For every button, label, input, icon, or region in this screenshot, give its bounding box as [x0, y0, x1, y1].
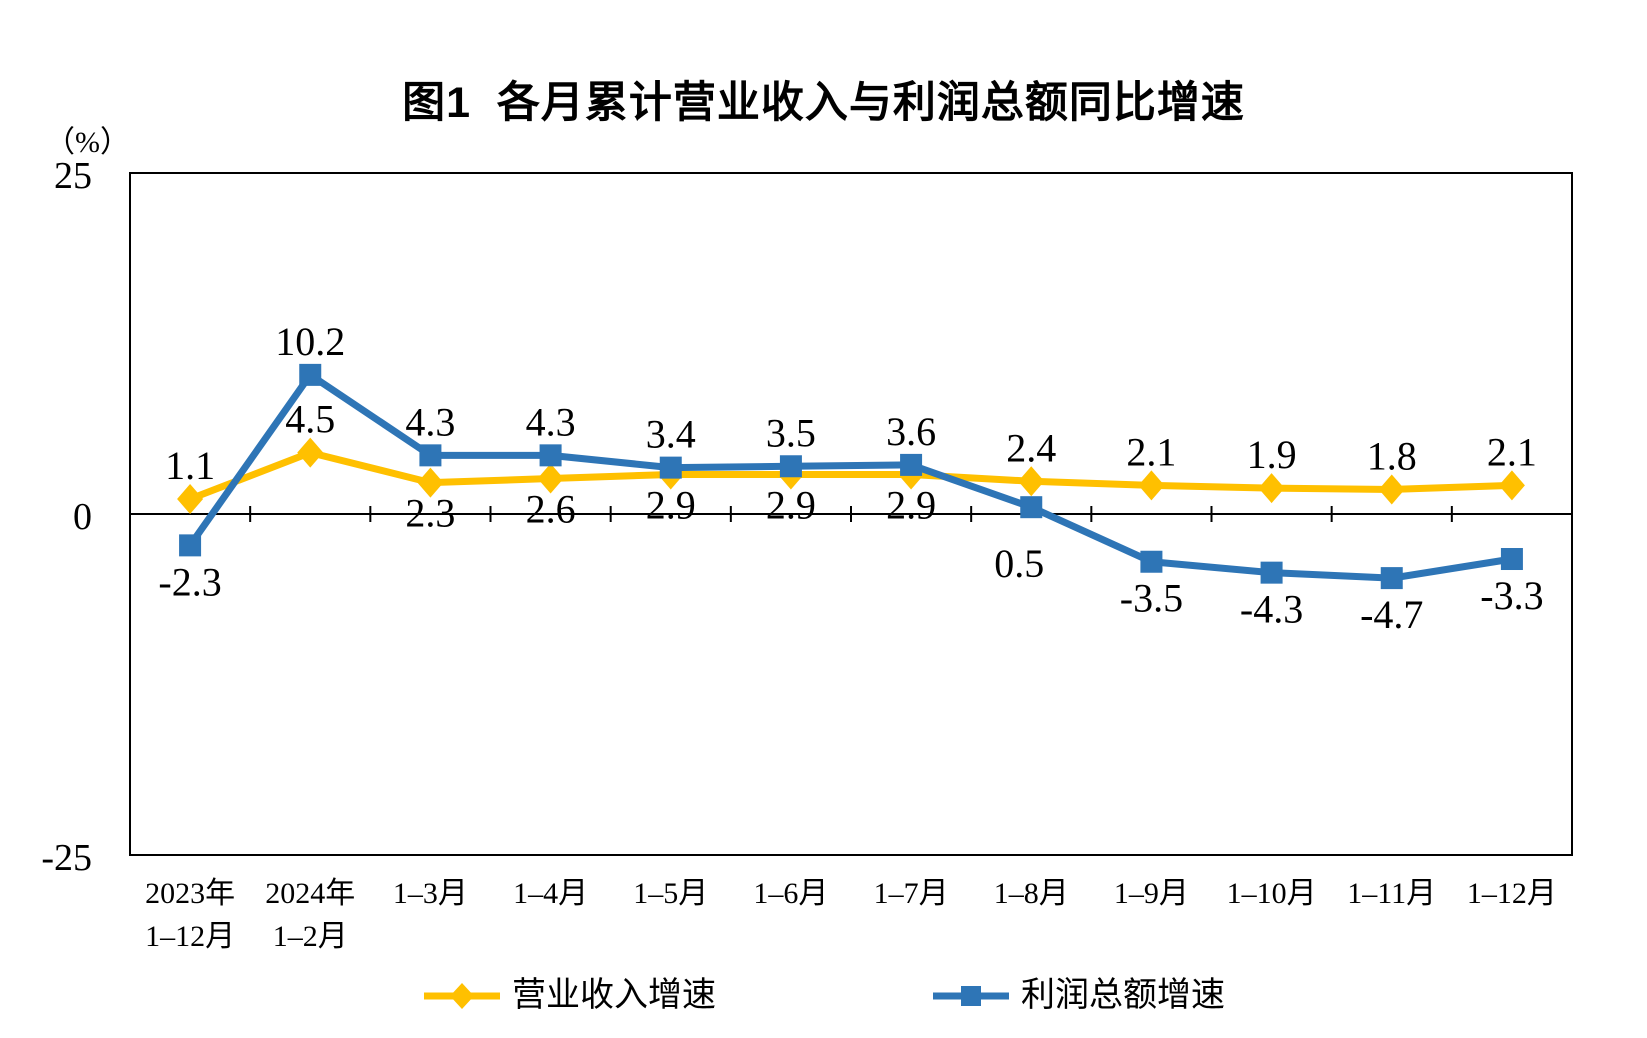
data-label: 2.1	[1126, 429, 1176, 474]
data-label: 1.1	[165, 443, 215, 488]
data-label: 2.1	[1487, 429, 1537, 474]
legend-label-profit: 利润总额增速	[1021, 977, 1225, 1014]
x-tick-label: 1–12月	[145, 920, 235, 953]
x-tick-label: 1–7月	[874, 877, 949, 910]
series-0-marker	[1378, 474, 1405, 505]
legend-label-revenue: 营业收入增速	[512, 977, 716, 1014]
data-label: 3.4	[646, 412, 696, 457]
data-label: -4.7	[1360, 592, 1423, 637]
series-1-marker	[779, 455, 802, 478]
x-tick-label: 2024年	[265, 877, 355, 910]
data-label: 2.3	[405, 491, 455, 536]
x-tick-label: 1–12月	[1467, 877, 1557, 910]
data-label: -2.3	[158, 559, 221, 604]
series-line-0	[188, 449, 1513, 503]
series-1-marker	[900, 453, 923, 476]
revenue-series-marker-icon	[424, 983, 500, 1009]
series-1-marker	[299, 363, 322, 386]
data-label: 2.9	[886, 482, 936, 527]
data-label: 4.5	[285, 397, 335, 442]
x-tick-label: 1–10月	[1227, 877, 1317, 910]
series-1-marker	[1260, 561, 1283, 584]
series-0-marker	[1138, 470, 1165, 501]
chart-title: 图1 各月累计营业收入与利润总额同比增速	[402, 79, 1245, 127]
series-0-marker	[1498, 470, 1525, 501]
series-1-marker	[1380, 567, 1403, 590]
data-label: 1.9	[1247, 432, 1297, 477]
series-1-marker	[539, 444, 562, 467]
y-axis-unit-label: （%）	[45, 126, 130, 159]
series-1-marker	[1020, 496, 1043, 519]
data-label: -3.5	[1120, 576, 1183, 621]
y-tick-label: -25	[41, 837, 92, 879]
data-label: 2.6	[526, 487, 576, 532]
series-1-marker	[179, 534, 202, 557]
x-tick-label: 1–11月	[1347, 877, 1436, 910]
data-label: 0.5	[994, 541, 1044, 586]
series-line-1	[187, 371, 1513, 582]
data-label: -3.3	[1480, 573, 1543, 618]
data-label: 1.8	[1367, 433, 1417, 478]
data-label: 2.9	[646, 482, 696, 527]
chart-legend: 营业收入增速 利润总额增速	[0, 972, 1647, 1020]
x-tick-label: 1–9月	[1114, 877, 1189, 910]
series-1-marker	[659, 456, 682, 479]
x-tick-label: 2023年	[145, 877, 235, 910]
y-tick-label: 0	[73, 496, 92, 538]
series-0-marker	[1258, 473, 1285, 504]
data-label: 10.2	[275, 319, 345, 364]
series-1-marker	[1140, 550, 1163, 573]
data-label: -4.3	[1240, 587, 1303, 632]
legend-item-revenue: 营业收入增速	[422, 979, 716, 1013]
series-1-marker	[419, 444, 442, 467]
series-0-marker	[417, 467, 444, 498]
profit-series-marker-icon	[933, 986, 1009, 1006]
x-tick-label: 1–3月	[393, 877, 468, 910]
series-1-marker	[1500, 548, 1523, 571]
x-tick-label: 1–6月	[753, 877, 828, 910]
data-label: 2.9	[766, 482, 816, 527]
x-tick-label: 1–5月	[633, 877, 708, 910]
data-label: 3.5	[766, 410, 816, 455]
data-label: 2.4	[1006, 425, 1056, 470]
x-tick-label: 1–2月	[273, 920, 348, 953]
data-label: 4.3	[526, 399, 576, 444]
x-tick-label: 1–8月	[994, 877, 1069, 910]
legend-item-profit: 利润总额增速	[931, 979, 1225, 1013]
series-0-marker	[177, 483, 204, 514]
x-tick-label: 1–4月	[513, 877, 588, 910]
series-0-marker	[1018, 466, 1045, 497]
y-tick-label: 25	[54, 155, 92, 197]
series-0-marker	[537, 463, 564, 494]
data-label: 4.3	[405, 399, 455, 444]
series-0-marker	[297, 437, 324, 468]
data-label: 3.6	[886, 409, 936, 454]
